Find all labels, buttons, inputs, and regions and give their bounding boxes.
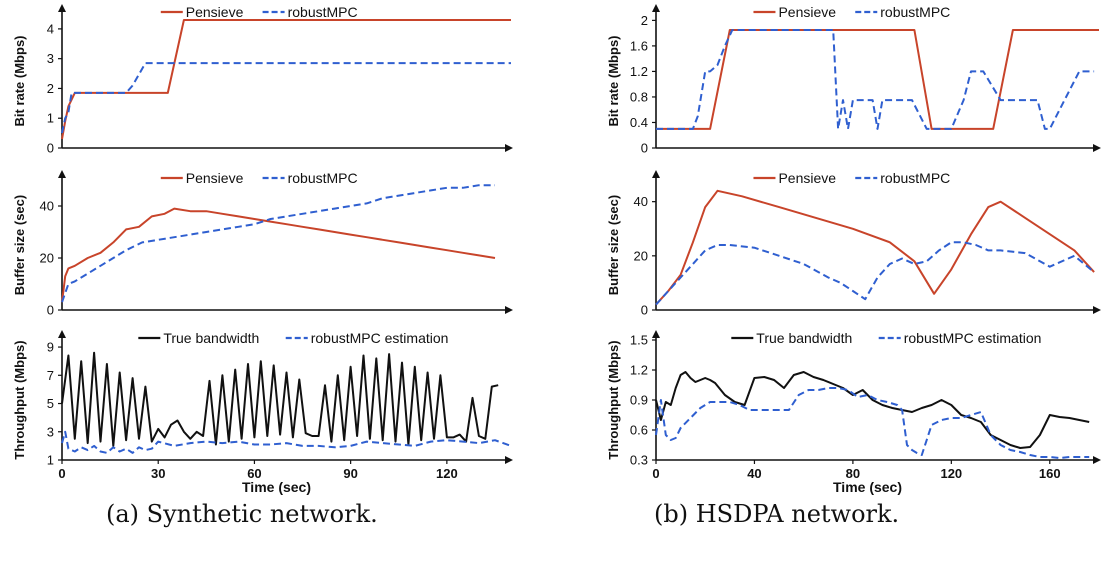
legend-label: Pensieve <box>186 170 244 186</box>
y-tick-label: 0 <box>47 141 54 156</box>
y-tick-label: 0.6 <box>630 423 648 438</box>
y-tick-label: 0 <box>641 141 648 156</box>
legend-label: robustMPC <box>880 170 950 186</box>
y-tick-label: 1 <box>47 453 54 468</box>
series-robustmpc-line <box>656 29 1095 130</box>
y-tick-label: 40 <box>40 199 54 214</box>
y-tick-label: 7 <box>47 368 54 383</box>
y-tick-label: 1.2 <box>630 64 648 79</box>
x-tick-label: 80 <box>846 466 860 481</box>
y-tick-label: 0.9 <box>630 393 648 408</box>
series-true-bandwidth-line <box>61 351 499 447</box>
y-tick-label: 1.2 <box>630 363 648 378</box>
legend-label: robustMPC <box>288 170 358 186</box>
y-tick-label: 2 <box>641 13 648 28</box>
y-tick-label: 40 <box>634 194 648 209</box>
x-axis-label: Time (sec) <box>833 479 902 495</box>
hsdpa-bitrate-chart: 0 0.4 0.8 1.2 1.6 2 Bit rate (Mbps) Pensieve rob… <box>606 4 1101 156</box>
series-pensieve-line <box>61 207 496 303</box>
y-axis-arrow <box>652 4 660 12</box>
x-axis-label: Time (sec) <box>242 479 311 495</box>
x-tick-label: 160 <box>1039 466 1061 481</box>
synthetic-bitrate-chart: 0 1 2 3 4 Bit rate (Mbps) Pensieve robustMPC <box>12 4 513 156</box>
hsdpa-buffer-chart: 0 20 40 Buffer size (sec) Pensieve robustMPC <box>606 170 1101 318</box>
y-axis-arrow <box>58 4 66 12</box>
series-robustmpc-line <box>61 62 511 134</box>
y-tick-label: 4 <box>47 21 54 36</box>
caption-hsdpa: (b) HSDPA network. <box>654 500 900 528</box>
y-axis-arrow <box>652 170 660 178</box>
caption-synthetic: (a) Synthetic network. <box>106 500 378 528</box>
series-true-bandwidth-line <box>655 371 1090 449</box>
legend-label: True bandwidth <box>163 330 259 346</box>
x-axis-arrow <box>1093 456 1101 464</box>
x-axis-arrow <box>1093 306 1101 314</box>
x-tick-label: 0 <box>58 466 65 481</box>
legend-label: Pensieve <box>778 170 836 186</box>
series-robustmpc-estimation-line <box>61 430 512 454</box>
legend-label: True bandwidth <box>756 330 852 346</box>
x-tick-label: 30 <box>151 466 165 481</box>
legend-label: robustMPC estimation <box>311 330 449 346</box>
y-tick-label: 5 <box>47 396 54 411</box>
y-axis-label: Throughput (Mbps) <box>12 340 27 459</box>
y-tick-label: 20 <box>634 248 648 263</box>
legend-label: robustMPC <box>880 4 950 20</box>
series-robustmpc-line <box>61 184 495 303</box>
y-tick-label: 9 <box>47 340 54 355</box>
y-axis-arrow <box>58 330 66 338</box>
series-robustmpc-estimation-line <box>655 387 1090 459</box>
hsdpa-throughput-chart: 0.3 0.6 0.9 1.2 1.5 0 40 80 120 160 Throughput (Mb… <box>606 330 1101 495</box>
x-axis-arrow <box>1093 144 1101 152</box>
y-axis-label: Throughput (Mbps) <box>606 340 621 459</box>
legend-label: robustMPC estimation <box>904 330 1042 346</box>
y-tick-label: 0.8 <box>630 89 648 104</box>
y-tick-label: 0.3 <box>630 453 648 468</box>
y-tick-label: 3 <box>47 424 54 439</box>
synthetic-buffer-chart: 0 20 40 Buffer size (sec) Pensieve robustMPC <box>12 170 513 318</box>
y-axis-label: Buffer size (sec) <box>12 195 27 295</box>
x-axis-arrow <box>505 456 513 464</box>
series-pensieve-line <box>61 19 511 140</box>
series-robustmpc-line <box>655 241 1095 306</box>
series-pensieve-line <box>655 189 1095 306</box>
y-tick-label: 3 <box>47 51 54 66</box>
y-tick-label: 0.4 <box>630 115 648 130</box>
x-tick-label: 40 <box>747 466 761 481</box>
y-tick-label: 1 <box>47 111 54 126</box>
y-axis-arrow <box>58 170 66 178</box>
y-axis-label: Bit rate (Mbps) <box>606 36 621 127</box>
x-axis-arrow <box>505 306 513 314</box>
x-axis-arrow <box>505 144 513 152</box>
y-tick-label: 0 <box>641 303 648 318</box>
x-tick-label: 60 <box>247 466 261 481</box>
y-axis-label: Bit rate (Mbps) <box>12 36 27 127</box>
x-tick-label: 120 <box>940 466 962 481</box>
legend-label: robustMPC <box>288 4 358 20</box>
y-tick-label: 1.6 <box>630 38 648 53</box>
series-pensieve-line <box>656 29 1099 130</box>
y-tick-label: 1.5 <box>630 333 648 348</box>
y-tick-label: 2 <box>47 81 54 96</box>
y-axis-label: Buffer size (sec) <box>606 195 621 295</box>
x-tick-label: 0 <box>652 466 659 481</box>
legend-label: Pensieve <box>186 4 244 20</box>
legend-label: Pensieve <box>778 4 836 20</box>
y-tick-label: 0 <box>47 303 54 318</box>
x-tick-label: 120 <box>436 466 458 481</box>
y-axis-arrow <box>652 330 660 338</box>
x-tick-label: 90 <box>343 466 357 481</box>
y-tick-label: 20 <box>40 251 54 266</box>
